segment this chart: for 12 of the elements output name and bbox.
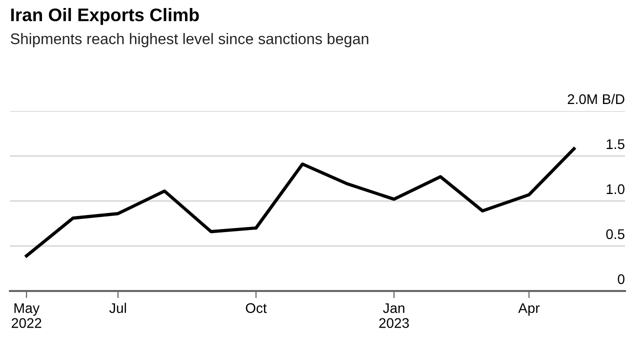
x-tick-label: Apr	[518, 303, 540, 316]
y-tick-label: 1.5	[606, 139, 624, 150]
x-tick-label: Jul	[109, 302, 126, 314]
y-tick-label: 0	[618, 274, 624, 284]
x-tick-label: Jan 2023	[379, 303, 409, 328]
y-tick-label: 0.5	[606, 229, 624, 240]
x-tick-label: Oct	[246, 303, 267, 314]
y-tick-label: 2.0M B/D	[568, 94, 624, 104]
x-tick-label: May 2022	[12, 303, 42, 328]
chart-title: Iran Oil Exports Climb	[11, 8, 199, 25]
y-tick-label: 1.0	[606, 184, 624, 194]
chart-subtitle: Shipments reach highest level since sanctions began	[10, 33, 368, 48]
